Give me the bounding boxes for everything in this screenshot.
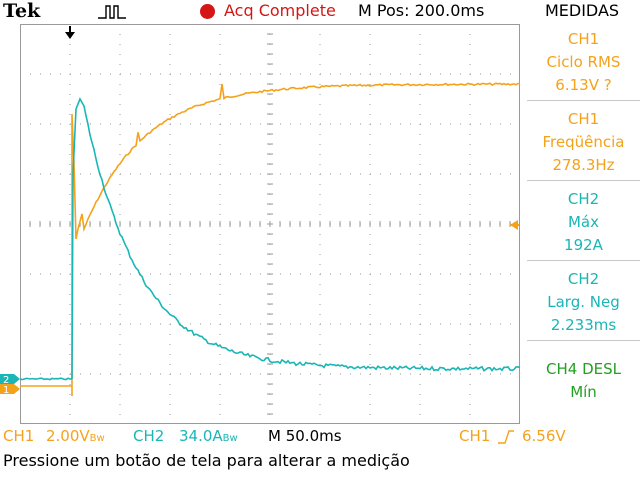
rising-edge-icon — [498, 430, 514, 444]
ch1-label: CH1 — [3, 427, 35, 445]
measurement-3-value: 192A — [564, 236, 603, 254]
ch1-marker-label: 1 — [3, 385, 9, 396]
measurement-3-type: Máx — [567, 213, 599, 231]
waveform-display — [20, 24, 520, 424]
measurement-1-source: CH1 — [567, 30, 600, 48]
status-message: Pressione um botão de tela para alterar … — [3, 451, 410, 470]
trigger-position-marker[interactable] — [65, 26, 75, 39]
measurements-title: MEDIDAS — [544, 1, 620, 20]
acquisition-status: Acq Complete — [224, 1, 336, 20]
settings-bar: CH1 2.00VBw CH2 34.0ABw M 50.0ms CH1 6.5… — [0, 426, 640, 448]
timebase[interactable]: M 50.0ms — [268, 427, 342, 445]
measurement-2-type: Freqüência — [542, 133, 625, 151]
ch2-label: CH2 — [133, 427, 165, 445]
trigger-source: CH1 — [459, 427, 491, 445]
channel-ground-markers: 2 1 — [0, 374, 20, 396]
measurement-1-button[interactable]: CH1 Ciclo RMS 6.13V ? — [527, 28, 640, 101]
measurement-4-type: Larg. Neg — [547, 293, 620, 311]
horizontal-position: M Pos: 200.0ms — [358, 1, 485, 20]
measurement-4-source: CH2 — [567, 270, 600, 288]
ch1-trace — [20, 82, 520, 396]
measurement-4-value: 2.233ms — [550, 316, 617, 334]
graticule — [20, 24, 520, 424]
measurement-3-button[interactable]: CH2 Máx 192A — [527, 188, 640, 261]
measurement-5-button[interactable]: CH4 DESL Mín — [527, 358, 640, 408]
measurement-4-button[interactable]: CH2 Larg. Neg 2.233ms — [527, 268, 640, 341]
brand-logo: Tek — [3, 0, 41, 22]
acquisition-status-icon — [200, 4, 215, 19]
measurement-2-source: CH1 — [567, 110, 600, 128]
trigger-waveform-icon — [98, 5, 126, 19]
measurement-2-button[interactable]: CH1 Freqüência 278.3Hz — [527, 108, 640, 181]
ch1-scale-value: 2.00V — [46, 427, 90, 445]
measurement-1-type: Ciclo RMS — [546, 53, 621, 71]
measurement-1-value: 6.13V ? — [555, 76, 612, 94]
measurements-panel: CH1 Ciclo RMS 6.13V ? CH1 Freqüência 278… — [527, 24, 640, 424]
ch2-ground-marker[interactable] — [0, 374, 20, 384]
measurement-5-source: CH4 DESL — [546, 360, 621, 378]
ch1-ground-marker[interactable] — [0, 384, 20, 394]
ch2-bw-limit: Bw — [222, 433, 238, 444]
measurement-3-source: CH2 — [567, 190, 600, 208]
ch2-scale[interactable]: 34.0ABw — [179, 427, 238, 445]
ch2-marker-label: 2 — [3, 375, 9, 386]
measurement-5-type: Mín — [570, 383, 597, 401]
ch1-scale[interactable]: 2.00VBw — [46, 427, 105, 445]
ch1-bw-limit: Bw — [89, 433, 105, 444]
trigger-level[interactable]: 6.56V — [522, 427, 566, 445]
ch2-trace — [20, 97, 520, 381]
measurement-2-value: 278.3Hz — [552, 156, 615, 174]
ch2-scale-value: 34.0A — [179, 427, 223, 445]
top-status-bar: Tek Acq Complete M Pos: 200.0ms MEDIDAS — [0, 0, 640, 24]
